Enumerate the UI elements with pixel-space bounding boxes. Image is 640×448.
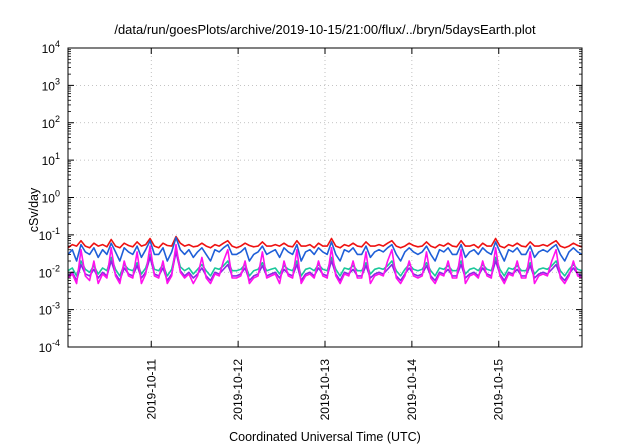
y-tick-exponent: 3 xyxy=(55,76,60,86)
y-tick-label: 10-3 xyxy=(39,301,60,318)
y-tick-exponent: -2 xyxy=(52,263,60,273)
y-tick-exponent: 0 xyxy=(55,189,60,199)
y-tick-label: 10-4 xyxy=(39,338,60,355)
y-tick-exponent: -1 xyxy=(52,226,60,236)
series-group xyxy=(67,235,583,285)
y-tick-label: 101 xyxy=(42,151,60,168)
x-tick-label: 2019-10-13 xyxy=(318,359,332,421)
series-line-1 xyxy=(67,235,583,249)
y-tick-exponent: 1 xyxy=(55,151,60,161)
y-tick-label: 102 xyxy=(42,114,60,131)
x-tick-label: 2019-10-14 xyxy=(405,359,419,421)
x-tick-label: 2019-10-15 xyxy=(492,359,506,421)
y-tick-exponent: 4 xyxy=(55,39,60,49)
chart-title: /data/run/goesPlots/archive/2019-10-15/2… xyxy=(114,22,536,37)
x-axis-ticks: 2019-10-11 2019-10-12 2019-10-13 2019-10-14… xyxy=(144,48,506,421)
y-tick-exponent: 2 xyxy=(55,114,60,124)
y-tick-label: 103 xyxy=(42,76,60,93)
y-tick-exponent: -3 xyxy=(52,301,60,311)
y-axis-label: cSv/day xyxy=(27,187,41,232)
x-axis-label: Coordinated Universal Time (UTC) xyxy=(229,430,421,444)
y-tick-label: 104 xyxy=(42,39,60,56)
y-tick-exponent: -4 xyxy=(52,338,60,348)
series-line-2 xyxy=(67,236,583,262)
y-tick-label: 10-2 xyxy=(39,263,60,280)
series-line-5 xyxy=(67,243,583,285)
x-tick-label: 2019-10-12 xyxy=(231,359,245,421)
y-tick-label: 10-1 xyxy=(39,226,60,243)
grid-lines xyxy=(68,48,582,347)
y-tick-label: 100 xyxy=(42,189,60,206)
x-tick-label: 2019-10-11 xyxy=(144,359,158,420)
